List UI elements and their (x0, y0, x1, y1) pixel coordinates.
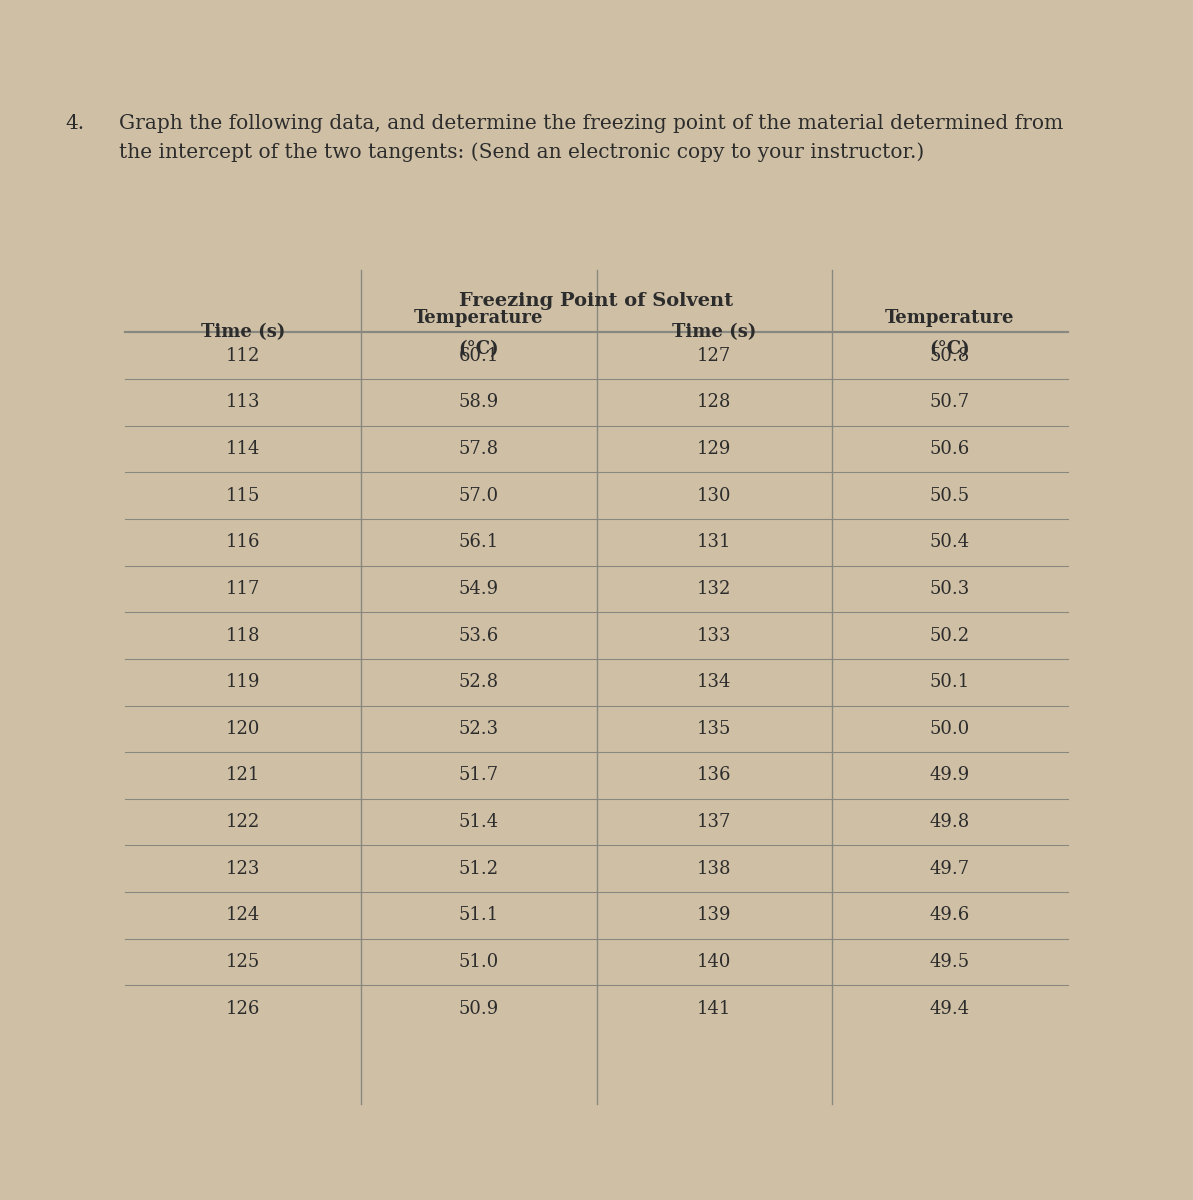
Text: 51.0: 51.0 (458, 953, 499, 971)
Text: 50.8: 50.8 (929, 347, 970, 365)
Text: 49.9: 49.9 (929, 767, 970, 785)
Text: 116: 116 (225, 533, 260, 551)
Text: 124: 124 (225, 906, 260, 924)
Text: Temperature: Temperature (414, 308, 544, 326)
Text: 51.7: 51.7 (458, 767, 499, 785)
Text: (°C): (°C) (458, 341, 499, 358)
Text: 50.5: 50.5 (929, 487, 970, 505)
Text: 139: 139 (697, 906, 731, 924)
Text: 50.6: 50.6 (929, 440, 970, 458)
Text: 50.7: 50.7 (929, 394, 970, 412)
Text: 60.1: 60.1 (458, 347, 499, 365)
Text: 128: 128 (697, 394, 731, 412)
Text: 125: 125 (225, 953, 260, 971)
Text: 119: 119 (225, 673, 260, 691)
Text: 117: 117 (225, 580, 260, 598)
Text: 58.9: 58.9 (458, 394, 499, 412)
Text: 50.9: 50.9 (458, 1000, 499, 1018)
Text: Temperature: Temperature (885, 308, 1015, 326)
Text: (°C): (°C) (929, 341, 970, 358)
Text: Time (s): Time (s) (200, 323, 285, 341)
Text: 130: 130 (697, 487, 731, 505)
Text: 50.4: 50.4 (929, 533, 970, 551)
Text: 4.: 4. (66, 114, 85, 133)
Text: Time (s): Time (s) (672, 323, 756, 341)
Text: 134: 134 (697, 673, 731, 691)
Text: 49.4: 49.4 (929, 1000, 970, 1018)
Text: 126: 126 (225, 1000, 260, 1018)
Text: Graph the following data, and determine the freezing point of the material deter: Graph the following data, and determine … (119, 114, 1063, 162)
Text: 50.2: 50.2 (929, 626, 970, 644)
Text: 122: 122 (225, 814, 260, 832)
Text: 121: 121 (225, 767, 260, 785)
Text: 57.8: 57.8 (458, 440, 499, 458)
Text: 118: 118 (225, 626, 260, 644)
Text: 50.1: 50.1 (929, 673, 970, 691)
Text: 56.1: 56.1 (458, 533, 499, 551)
Text: 120: 120 (225, 720, 260, 738)
Text: 51.2: 51.2 (458, 859, 499, 877)
Text: 123: 123 (225, 859, 260, 877)
Text: 141: 141 (697, 1000, 731, 1018)
Text: 52.3: 52.3 (458, 720, 499, 738)
Text: 137: 137 (697, 814, 731, 832)
Text: 50.3: 50.3 (929, 580, 970, 598)
Text: 49.5: 49.5 (929, 953, 970, 971)
Text: 51.4: 51.4 (458, 814, 499, 832)
Text: 140: 140 (697, 953, 731, 971)
Text: 133: 133 (697, 626, 731, 644)
Text: 113: 113 (225, 394, 260, 412)
Text: 112: 112 (225, 347, 260, 365)
Text: 49.6: 49.6 (929, 906, 970, 924)
Text: 49.8: 49.8 (929, 814, 970, 832)
Text: 114: 114 (225, 440, 260, 458)
Text: 136: 136 (697, 767, 731, 785)
Text: 131: 131 (697, 533, 731, 551)
Text: 52.8: 52.8 (458, 673, 499, 691)
Text: 135: 135 (697, 720, 731, 738)
Text: 53.6: 53.6 (458, 626, 499, 644)
Text: 49.7: 49.7 (929, 859, 970, 877)
Text: Freezing Point of Solvent: Freezing Point of Solvent (459, 292, 734, 310)
Text: 50.0: 50.0 (929, 720, 970, 738)
Text: 127: 127 (697, 347, 731, 365)
Text: 57.0: 57.0 (458, 487, 499, 505)
Text: 115: 115 (225, 487, 260, 505)
Text: 54.9: 54.9 (458, 580, 499, 598)
Text: 51.1: 51.1 (458, 906, 499, 924)
Text: 138: 138 (697, 859, 731, 877)
Text: 132: 132 (697, 580, 731, 598)
Text: 129: 129 (697, 440, 731, 458)
